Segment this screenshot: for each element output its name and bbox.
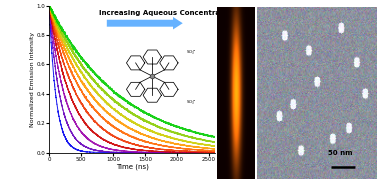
Y-axis label: Normalized Emission Intensity: Normalized Emission Intensity: [30, 31, 35, 127]
Text: SO$_3^-$: SO$_3^-$: [186, 98, 195, 106]
FancyArrowPatch shape: [107, 17, 183, 29]
Text: 50 nm: 50 nm: [328, 150, 353, 156]
Text: SO$_3^-$: SO$_3^-$: [186, 48, 195, 56]
X-axis label: Time (ns): Time (ns): [116, 163, 149, 170]
Text: Increasing Aqueous Concentration: Increasing Aqueous Concentration: [99, 10, 236, 16]
